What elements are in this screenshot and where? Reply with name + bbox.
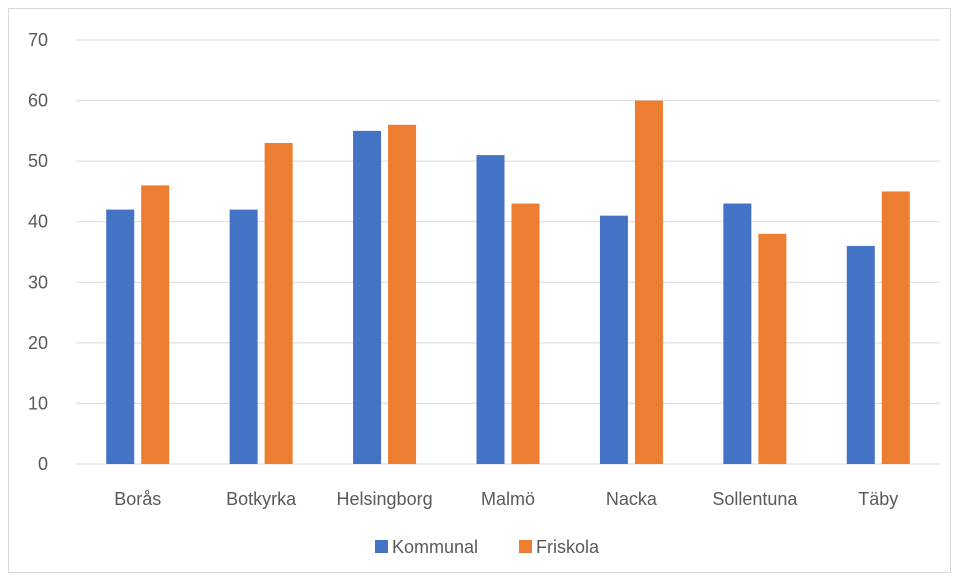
y-axis-tick-labels: 0 10 20 30 40 50 60 70 (28, 30, 48, 474)
bar-kommunal (723, 203, 752, 465)
gridlines (76, 39, 940, 465)
bars (106, 100, 910, 465)
bar-friskola (758, 233, 787, 464)
bar-kommunal (229, 209, 258, 464)
x-axis-tick-labels: Borås Botkyrka Helsingborg Malmö Nacka Sollen… (114, 489, 898, 509)
x-tick-label: Borås (114, 489, 161, 509)
x-tick-label: Malmö (481, 489, 535, 509)
bar-friskola (634, 100, 663, 465)
bar-kommunal (106, 209, 135, 464)
bar-friskola (141, 185, 170, 464)
y-tick-label: 10 (28, 393, 48, 413)
bar-friskola (264, 142, 293, 464)
bar-friskola (388, 124, 417, 465)
x-tick-label: Helsingborg (337, 489, 433, 509)
bar-kommunal (846, 245, 875, 464)
bar-friskola (511, 203, 540, 465)
bar-chart: 0 10 20 30 40 50 60 70 Borås Botkyrka Helsingborg… (28, 30, 940, 557)
legend-swatch-friskola (519, 540, 532, 553)
legend-label: Kommunal (392, 537, 478, 557)
bar-friskola (881, 191, 910, 464)
y-tick-label: 40 (28, 212, 48, 232)
x-tick-label: Botkyrka (226, 489, 297, 509)
legend-label: Friskola (536, 537, 600, 557)
bar-kommunal (476, 155, 505, 465)
x-tick-label: Sollentuna (712, 489, 798, 509)
legend-swatch-kommunal (375, 540, 388, 553)
bar-kommunal (599, 215, 628, 464)
chart-container: 0 10 20 30 40 50 60 70 Borås Botkyrka Helsingborg… (8, 8, 951, 573)
y-tick-label: 30 (28, 272, 48, 292)
y-tick-label: 70 (28, 30, 48, 50)
y-tick-label: 20 (28, 333, 48, 353)
y-tick-label: 50 (28, 151, 48, 171)
legend: Kommunal Friskola (375, 537, 600, 557)
y-tick-label: 0 (38, 454, 48, 474)
y-tick-label: 60 (28, 91, 48, 111)
x-tick-label: Nacka (606, 489, 658, 509)
x-tick-label: Täby (858, 489, 898, 509)
bar-kommunal (353, 130, 382, 464)
